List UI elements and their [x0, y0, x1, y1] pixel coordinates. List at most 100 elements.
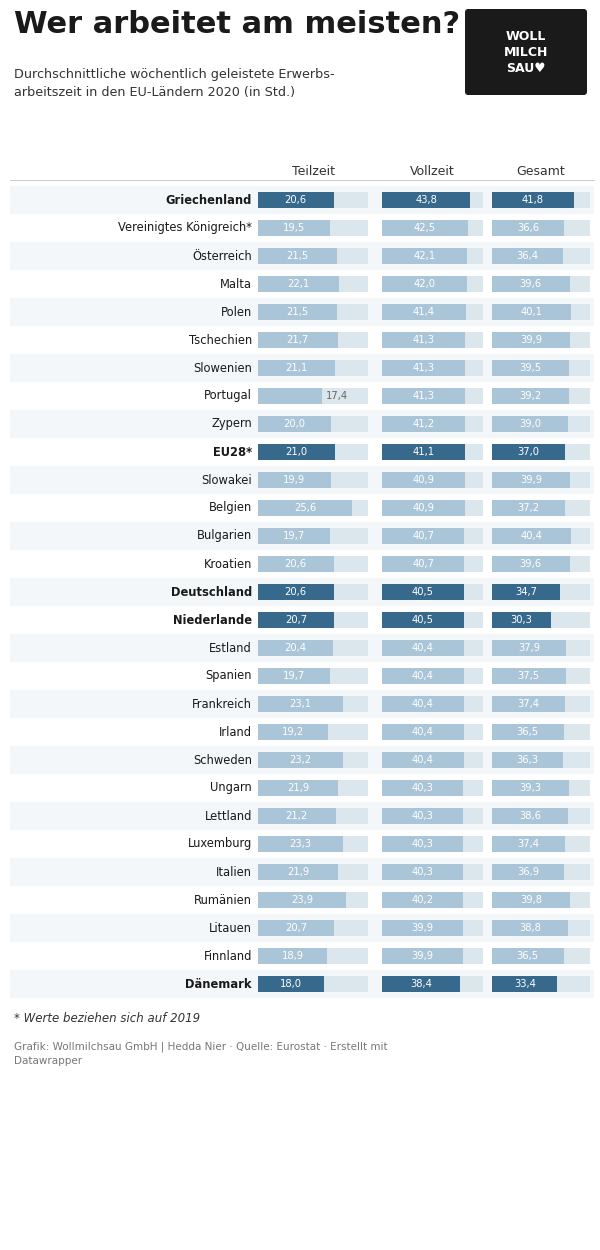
Bar — [258, 892, 368, 908]
Text: 36,9: 36,9 — [517, 867, 539, 877]
Bar — [382, 220, 483, 236]
Text: 39,3: 39,3 — [520, 782, 542, 792]
Text: Finnland: Finnland — [203, 950, 252, 962]
Text: 40,9: 40,9 — [412, 475, 434, 485]
Bar — [258, 584, 368, 600]
Text: 20,0: 20,0 — [284, 419, 305, 429]
Bar — [258, 248, 368, 264]
Bar — [258, 976, 368, 992]
Bar — [492, 416, 568, 432]
Text: 39,2: 39,2 — [520, 391, 541, 401]
Bar — [382, 360, 483, 376]
Text: Schweden: Schweden — [193, 754, 252, 766]
Bar — [10, 886, 594, 914]
Text: 40,4: 40,4 — [412, 699, 434, 709]
Bar — [258, 500, 352, 516]
Bar — [258, 444, 335, 460]
Text: 20,6: 20,6 — [285, 588, 307, 598]
Bar — [10, 970, 594, 998]
Bar — [382, 500, 464, 516]
Bar — [382, 528, 464, 544]
Text: Deutschland: Deutschland — [171, 585, 252, 599]
Bar — [10, 830, 594, 858]
Text: Vereinigtes Königreich*: Vereinigtes Königreich* — [118, 221, 252, 235]
Text: 36,5: 36,5 — [517, 951, 539, 961]
Bar — [258, 696, 368, 712]
Bar — [10, 354, 594, 382]
Text: 23,9: 23,9 — [291, 895, 313, 905]
Text: 18,9: 18,9 — [281, 951, 304, 961]
Bar — [258, 780, 368, 796]
Bar — [492, 444, 590, 460]
Bar — [258, 416, 331, 432]
Text: Dänemark: Dänemark — [185, 978, 252, 990]
Bar — [258, 248, 337, 264]
Bar — [492, 920, 590, 936]
Bar — [258, 556, 334, 572]
Bar — [382, 220, 468, 236]
Bar — [492, 808, 590, 824]
Text: EU28*: EU28* — [213, 445, 252, 459]
Text: 38,8: 38,8 — [519, 922, 541, 932]
Bar — [492, 276, 569, 292]
Text: 40,9: 40,9 — [412, 503, 434, 512]
Bar — [492, 892, 590, 908]
Bar — [258, 276, 339, 292]
Text: 20,7: 20,7 — [285, 615, 307, 625]
Bar — [10, 298, 594, 326]
Bar — [258, 724, 368, 740]
Bar — [382, 724, 483, 740]
Bar — [492, 528, 590, 544]
Bar — [382, 752, 483, 768]
Bar — [382, 696, 464, 712]
Bar — [382, 780, 483, 796]
Bar — [492, 500, 590, 516]
Bar — [258, 528, 368, 544]
Text: * Werte beziehen sich auf 2019: * Werte beziehen sich auf 2019 — [14, 1013, 200, 1025]
Bar — [492, 864, 590, 880]
Bar — [10, 270, 594, 298]
Bar — [382, 864, 483, 880]
Text: 19,7: 19,7 — [283, 531, 305, 541]
Bar — [492, 780, 569, 796]
Text: 36,6: 36,6 — [517, 222, 539, 232]
Text: Durchschnittliche wöchentlich geleistete Erwerbs-
arbeitszeit in den EU-Ländern : Durchschnittliche wöchentlich geleistete… — [14, 68, 335, 99]
Text: 42,5: 42,5 — [414, 222, 436, 232]
Text: Rumänien: Rumänien — [194, 894, 252, 906]
Bar — [258, 444, 368, 460]
Bar — [382, 808, 483, 824]
Text: Grafik: Wollmilchsau GmbH | Hedda Nier · Quelle: Eurostat · Erstellt mit
Datawra: Grafik: Wollmilchsau GmbH | Hedda Nier ·… — [14, 1042, 388, 1066]
Bar — [382, 556, 464, 572]
Bar — [258, 304, 337, 320]
Bar — [492, 556, 569, 572]
Text: 40,4: 40,4 — [412, 671, 434, 681]
Bar — [492, 192, 574, 208]
Bar — [382, 780, 463, 796]
Bar — [258, 528, 330, 544]
Text: 41,2: 41,2 — [413, 419, 434, 429]
Bar — [258, 556, 368, 572]
Bar — [382, 444, 465, 460]
Text: 23,3: 23,3 — [290, 839, 312, 849]
Bar — [258, 612, 368, 628]
Text: 19,9: 19,9 — [283, 475, 305, 485]
Bar — [492, 276, 590, 292]
Text: 41,3: 41,3 — [413, 391, 435, 401]
Text: 39,5: 39,5 — [520, 362, 542, 372]
Bar — [382, 640, 483, 656]
Text: Griechenland: Griechenland — [166, 194, 252, 206]
Text: 37,4: 37,4 — [518, 839, 539, 849]
Bar — [10, 914, 594, 942]
Bar — [382, 612, 464, 628]
Bar — [258, 668, 330, 684]
Bar — [382, 276, 483, 292]
Bar — [492, 360, 590, 376]
Text: 21,5: 21,5 — [286, 308, 308, 318]
Text: 40,3: 40,3 — [412, 867, 434, 877]
Text: 42,1: 42,1 — [413, 251, 436, 261]
Bar — [10, 410, 594, 437]
Text: 38,6: 38,6 — [519, 811, 541, 821]
Text: 40,5: 40,5 — [412, 588, 434, 598]
Bar — [382, 836, 483, 852]
Text: 39,0: 39,0 — [519, 419, 541, 429]
